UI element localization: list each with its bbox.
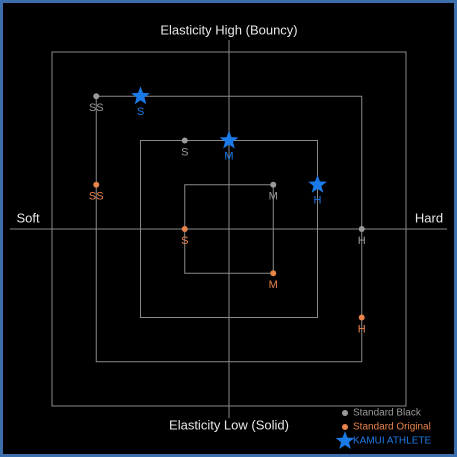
point [93,93,100,100]
point-label: M [269,279,278,291]
chart-title: Elasticity High (Bouncy) [160,22,297,37]
point-label: S [181,235,188,247]
star-marker [219,130,239,149]
star-marker [131,86,150,105]
point [181,137,188,144]
point [270,270,277,277]
point [358,226,365,232]
point [270,181,277,188]
point-label: SS [89,191,104,203]
point-label: H [314,195,322,207]
point-label: M [269,191,278,203]
point [93,181,100,188]
point-label: S [137,106,144,118]
star-marker [335,431,355,450]
legend-label: Standard Original [353,422,431,433]
point-label: SS [89,102,104,114]
star-marker [308,174,327,193]
legend-label: KAMUI ATHLETE [353,436,431,447]
point-label: M [224,150,233,162]
point-label: S [181,146,188,158]
point [342,424,348,430]
left-label: Soft [16,210,40,225]
bottom-label: Elasticity Low (Solid) [169,417,289,432]
point-label: H [358,235,366,247]
point [342,410,348,416]
legend-label: Standard Black [353,408,422,419]
point-label: H [358,323,366,335]
point [358,314,365,321]
right-label: Hard [415,210,443,225]
point [181,226,188,232]
